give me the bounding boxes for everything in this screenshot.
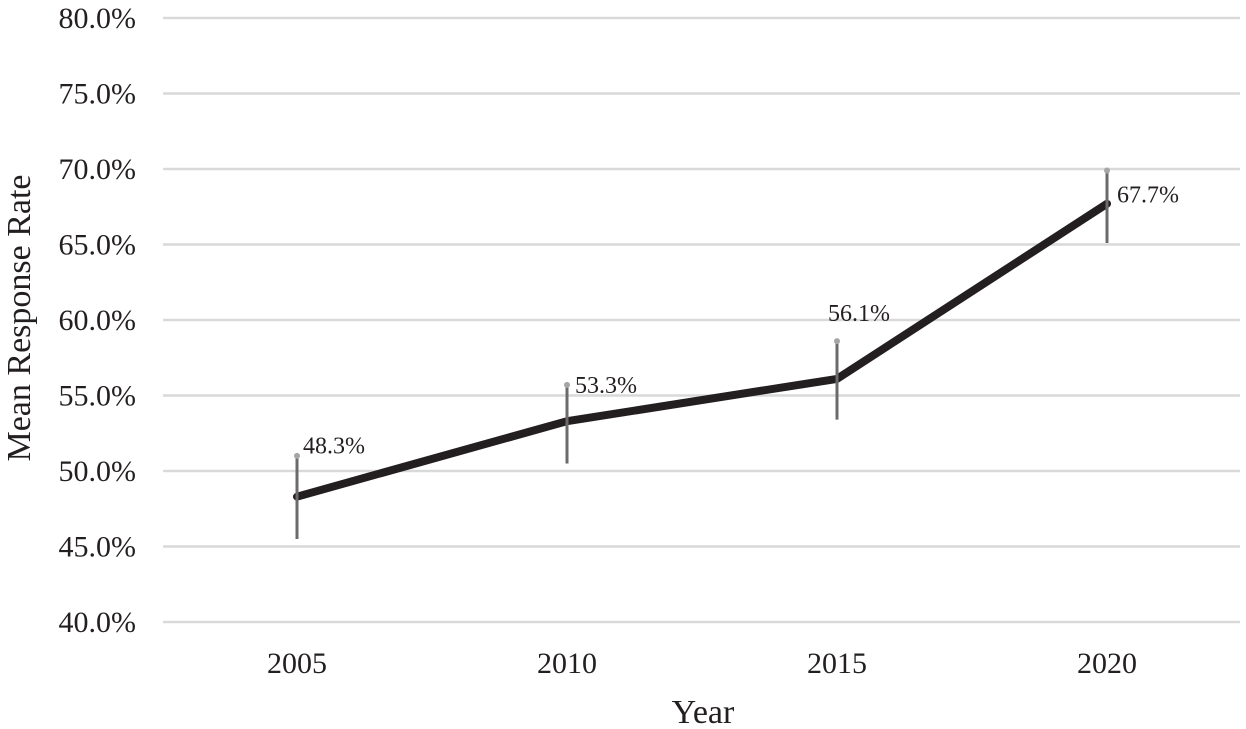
y-tick-label: 55.0%	[59, 380, 137, 413]
series-line	[293, 199, 1111, 501]
data-labels: 48.3% 53.3% 56.1% 67.7%	[303, 183, 1179, 460]
y-tick-label: 60.0%	[59, 304, 137, 337]
data-label: 67.7%	[1117, 183, 1179, 209]
error-bar-cap	[1104, 167, 1110, 174]
x-tick-label: 2015	[807, 647, 867, 680]
x-tick-label: 2020	[1077, 647, 1137, 680]
error-bar-cap	[834, 338, 840, 345]
data-label: 56.1%	[828, 301, 890, 327]
y-tick-label: 70.0%	[59, 153, 137, 186]
y-tick-label: 80.0%	[59, 2, 137, 35]
y-tick-label: 50.0%	[59, 455, 137, 488]
gridlines	[163, 16, 1240, 624]
y-tick-label: 45.0%	[59, 531, 137, 564]
y-axis-tick-labels: 40.0% 45.0% 50.0% 55.0% 60.0% 65.0% 70.0% 75.0%…	[59, 2, 137, 639]
y-axis-title: Mean Response Rate	[1, 174, 38, 461]
y-tick-label: 75.0%	[59, 78, 137, 111]
series-response-rate	[293, 199, 1111, 501]
y-tick-label: 40.0%	[59, 606, 137, 639]
y-tick-label: 65.0%	[59, 229, 137, 262]
x-tick-label: 2005	[267, 647, 327, 680]
x-axis-tick-labels: 2005 2010 2015 2020	[267, 647, 1137, 680]
error-bar-cap	[564, 381, 570, 388]
data-label: 48.3%	[303, 434, 365, 460]
data-label: 53.3%	[575, 373, 637, 399]
x-tick-label: 2010	[537, 647, 597, 680]
error-bar-cap	[294, 452, 300, 459]
x-axis-title: Year	[672, 694, 735, 729]
error-bars	[294, 167, 1110, 539]
